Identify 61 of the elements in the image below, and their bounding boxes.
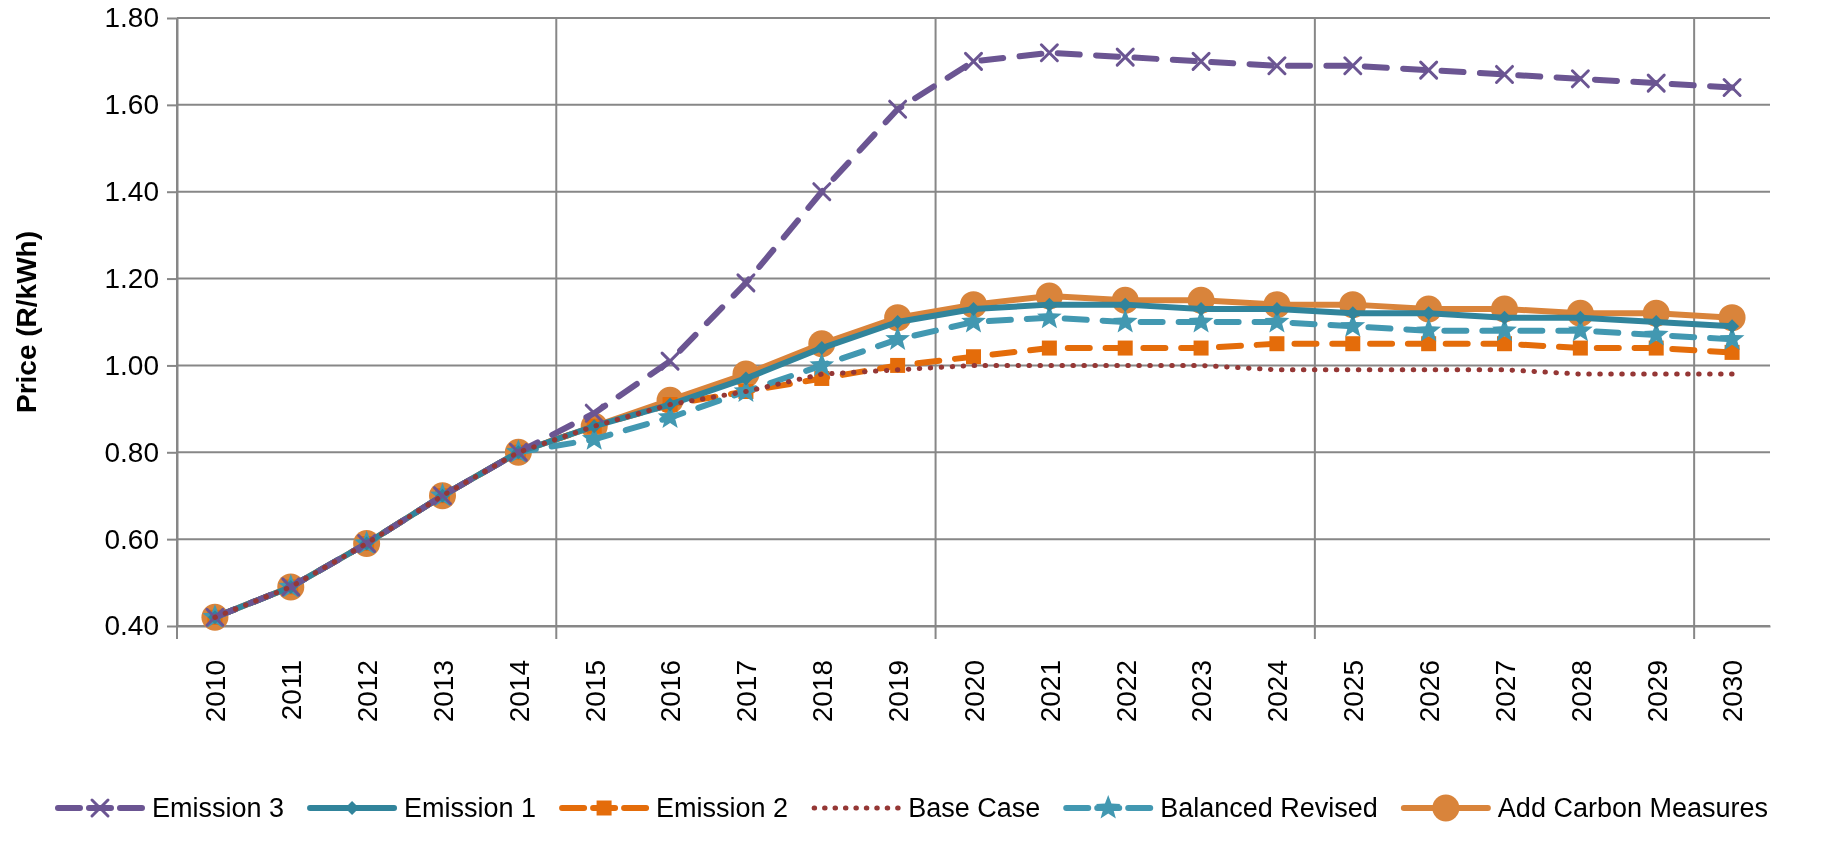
point — [809, 352, 835, 376]
y-tick-label: 0.80 — [104, 436, 159, 468]
x-tick-label: 2014 — [503, 660, 535, 723]
legend-label: Base Case — [908, 793, 1041, 824]
point — [1495, 64, 1514, 84]
legend-label: Emission 1 — [404, 793, 537, 824]
point — [1039, 43, 1059, 63]
x-tick-label: 2019 — [882, 660, 914, 723]
point — [885, 326, 910, 350]
point — [1041, 340, 1057, 356]
x-tick-label: 2017 — [731, 660, 763, 723]
point — [1416, 317, 1441, 342]
y-axis-title: Price (R/kWh) — [10, 230, 42, 414]
x-tick-label: 2016 — [655, 660, 687, 723]
x-tick-label: 2028 — [1565, 660, 1597, 723]
legend-label: Emission 3 — [151, 793, 285, 824]
y-tick-label: 1.20 — [104, 263, 159, 295]
point — [660, 351, 680, 371]
point — [966, 349, 981, 365]
legend-label: Add Carbon Measures — [1497, 793, 1769, 824]
point — [1191, 51, 1211, 71]
point — [1572, 340, 1588, 356]
y-tick-label: 0.40 — [104, 610, 159, 642]
point — [1722, 77, 1742, 97]
point — [1115, 47, 1135, 67]
x-tick-label: 2018 — [807, 660, 839, 723]
x-tick-label: 2013 — [427, 660, 459, 723]
x-tick-label: 2012 — [351, 660, 383, 723]
x-tick-label: 2026 — [1413, 660, 1445, 723]
legend-label: Emission 2 — [656, 793, 789, 824]
point — [1269, 336, 1285, 352]
x-tick-label: 2021 — [1034, 660, 1066, 723]
x-tick-label: 2022 — [1110, 660, 1142, 723]
y-tick-label: 1.40 — [104, 176, 159, 208]
point — [1343, 56, 1363, 76]
y-tick-label: 0.60 — [104, 523, 159, 555]
x-tick-label: 2030 — [1717, 660, 1749, 723]
x-tick-label: 2011 — [276, 660, 308, 721]
point — [812, 182, 832, 202]
x-tick-label: 2025 — [1338, 660, 1370, 723]
x-tick-label: 2024 — [1262, 660, 1294, 723]
point — [1419, 60, 1439, 80]
x-tick-label: 2023 — [1186, 660, 1218, 723]
point — [1112, 309, 1138, 333]
point — [1570, 69, 1590, 89]
point — [964, 51, 983, 71]
x-tick-label: 2015 — [579, 660, 611, 723]
y-tick-label: 1.80 — [104, 2, 159, 34]
legend-label: Balanced Revised — [1160, 793, 1378, 824]
x-tick-label: 2010 — [200, 660, 232, 723]
point — [1345, 336, 1361, 352]
x-tick-label: 2029 — [1641, 660, 1673, 723]
point — [890, 357, 906, 373]
point — [1646, 73, 1666, 93]
x-tick-label: 2020 — [958, 660, 990, 723]
point — [1117, 340, 1133, 356]
point — [1267, 56, 1287, 76]
point — [1193, 340, 1209, 356]
x-tick-label: 2027 — [1489, 660, 1521, 723]
y-tick-label: 1.60 — [104, 89, 159, 121]
y-tick-label: 1.00 — [104, 349, 159, 381]
